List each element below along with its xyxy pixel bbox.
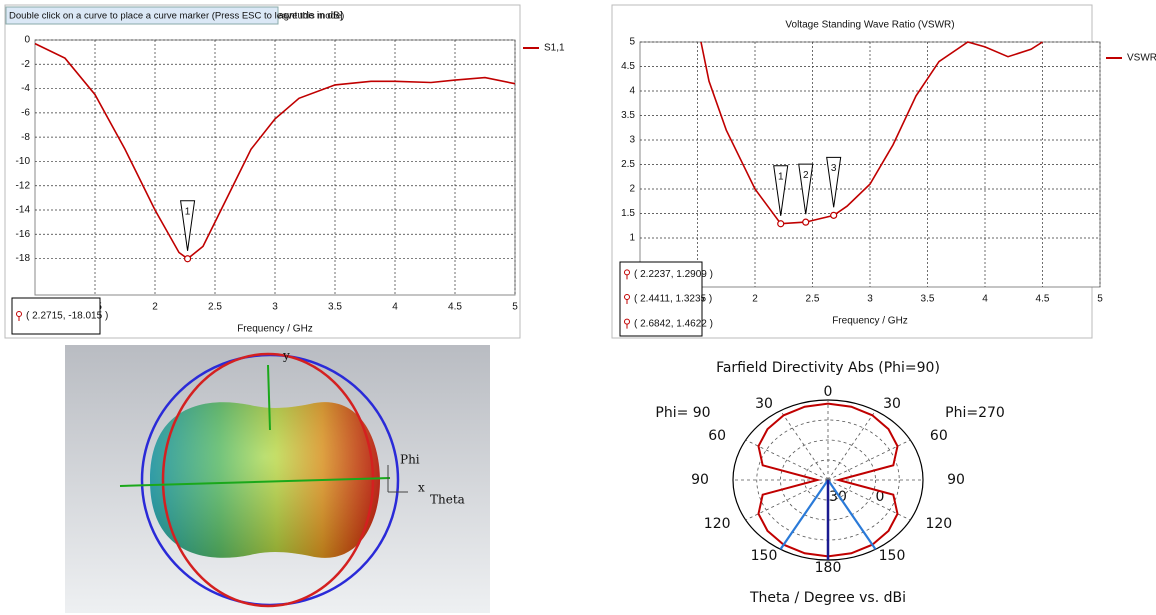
polar-spoke (781, 411, 829, 480)
chart-title: Voltage Standing Wave Ratio (VSWR) (785, 20, 954, 31)
x-tick-label: 4 (982, 294, 988, 305)
y-tick-label: -12 (16, 180, 31, 191)
marker-readout: ( 2.2237, 1.2909 ) (634, 269, 713, 280)
y-tick-label: -8 (21, 132, 30, 143)
x-tick-label: 5 (1097, 294, 1103, 305)
y-tick-label: -6 (21, 107, 30, 118)
phi-right-label: Phi=270 (945, 405, 1005, 421)
marker-readout: ( 2.4411, 1.3235 ) (634, 294, 712, 305)
y-tick-label: -16 (16, 229, 31, 240)
theta-tick-label: 60 (708, 428, 726, 444)
y-tick-label: -14 (16, 205, 31, 216)
axis-label-3d: y (282, 349, 290, 363)
x-axis-label: Theta / Degree vs. dBi (749, 590, 906, 606)
x-axis-label: Frequency / GHz (832, 316, 908, 327)
theta-tick-label: 120 (925, 516, 952, 532)
marker-readout: ( 2.6842, 1.4622 ) (634, 318, 713, 329)
marker-label: 1 (185, 206, 191, 217)
curve-marker (185, 256, 191, 262)
x-tick-label: 5 (512, 302, 518, 313)
marker-readout: ( 2.2715, -18.015 ) (26, 311, 108, 322)
curve-marker (831, 212, 837, 218)
theta-tick-label: 180 (815, 560, 842, 576)
y-tick-label: 1.5 (621, 208, 635, 219)
y-tick-label: -4 (21, 83, 30, 94)
x-axis-label: Frequency / GHz (237, 324, 313, 335)
y-tick-label: 1 (629, 233, 635, 244)
theta-tick-label: 150 (879, 548, 906, 564)
y-tick-label: -10 (16, 156, 31, 167)
chart-title: agntude in dB] (278, 11, 343, 22)
y-tick-label: -2 (21, 59, 30, 70)
marker-label: 3 (831, 163, 837, 174)
phi-left-label: Phi= 90 (655, 405, 710, 421)
curve-marker (803, 219, 809, 225)
x-tick-label: 3.5 (328, 302, 342, 313)
theta-tick-label: 120 (704, 516, 731, 532)
theta-tick-label: 150 (751, 548, 778, 564)
y-tick-label: -18 (16, 253, 31, 264)
x-tick-label: 2 (152, 302, 158, 313)
pattern-3d-panel (65, 345, 490, 613)
x-tick-label: 4.5 (448, 302, 462, 313)
y-tick-label: 5 (629, 37, 635, 48)
theta-tick-label: 90 (947, 472, 965, 488)
x-tick-label: 4 (392, 302, 398, 313)
x-tick-label: 3 (867, 294, 873, 305)
theta-tick-label: 30 (755, 396, 773, 412)
beam-width-line (781, 480, 829, 549)
x-tick-label: 2 (752, 294, 758, 305)
x-tick-label: 3.5 (921, 294, 935, 305)
curve-marker (778, 221, 784, 227)
x-tick-label: 2.5 (208, 302, 222, 313)
beam-width-line (828, 480, 876, 549)
y-tick-label: 0 (24, 35, 30, 46)
chart-title: Farfield Directivity Abs (Phi=90) (716, 360, 940, 376)
y-tick-label: 4.5 (621, 61, 635, 72)
axis-label-3d: Theta (430, 493, 465, 507)
y-tick-label: 3 (629, 135, 635, 146)
y-tick-label: 2.5 (621, 159, 635, 170)
y-tick-label: 4 (629, 86, 635, 97)
theta-tick-label: 30 (883, 396, 901, 412)
polar-spoke (828, 411, 876, 480)
theta-tick-label: 90 (691, 472, 709, 488)
axis-label-3d: x (418, 481, 425, 495)
theta-tick-label: 60 (930, 428, 948, 444)
axis-label-3d: Phi (400, 453, 420, 467)
theta-tick-label: 0 (824, 384, 833, 400)
marker-label: 1 (778, 171, 784, 182)
legend-label: S1,1 (544, 43, 565, 54)
y-tick-label: 3.5 (621, 110, 635, 121)
x-tick-label: 2.5 (806, 294, 820, 305)
x-tick-label: 3 (272, 302, 278, 313)
marker-label: 2 (803, 170, 809, 181)
screenshot: 0 -2 -4 -6 -8 -10 -12 -14 -16 -18 1.5 2 2.5 3 3.5 4 4.5 5… (0, 0, 1156, 615)
x-tick-label: 4.5 (1036, 294, 1050, 305)
y-tick-label: 2 (629, 184, 635, 195)
